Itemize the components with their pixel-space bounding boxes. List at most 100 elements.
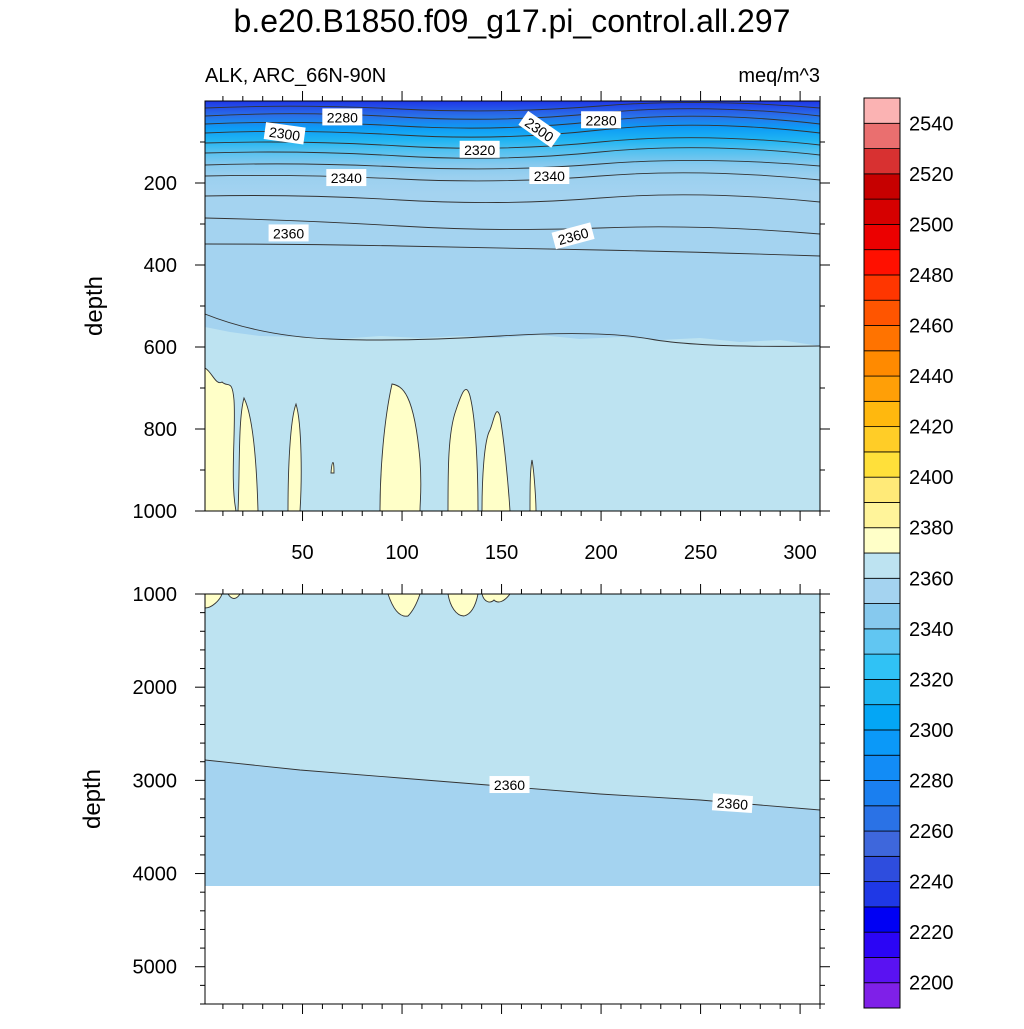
top-contour-label-text: 2320	[464, 142, 495, 158]
top-ylabel: depth	[81, 276, 108, 336]
bottom-contour-label-text: 2360	[494, 777, 525, 793]
top-xtick-label: 250	[684, 542, 717, 564]
bottom-ytick-label: 2000	[133, 677, 178, 699]
colorbar-swatch	[863, 754, 901, 781]
colorbar-swatch	[863, 653, 901, 680]
colorbar-label: 2340	[909, 619, 954, 641]
top-contour-label: 2340	[326, 169, 367, 187]
bottom-yellow-regions	[205, 594, 511, 617]
colorbar-swatch	[863, 451, 901, 478]
colorbar-label: 2440	[909, 366, 954, 388]
top-contour-label-box	[459, 140, 500, 158]
top-contour-label: 2360	[268, 224, 309, 242]
bottom-contour-label-text: 2360	[716, 795, 748, 813]
colorbar-swatch	[863, 552, 901, 579]
colorbar-swatch	[863, 982, 901, 1009]
colorbar-frame	[863, 97, 901, 1009]
top-ytick-label: 400	[144, 255, 177, 277]
colorbar-swatch	[863, 603, 901, 630]
bottom-contour-label: 2360	[711, 793, 754, 814]
bottom-ytick-label: 4000	[133, 864, 178, 886]
colorbar-swatch	[863, 729, 901, 756]
top-ytick-label: 1000	[133, 501, 178, 523]
colorbar-label: 2500	[909, 214, 954, 236]
colorbar-label: 2480	[909, 265, 954, 287]
bottom-ytick-label: 5000	[133, 957, 178, 979]
colorbar-swatch	[863, 148, 901, 175]
top-contour-label-text: 2360	[273, 225, 304, 241]
colorbar-swatch	[863, 502, 901, 529]
top-yellow-regions	[205, 367, 537, 511]
top-contour-label-box	[551, 222, 595, 250]
colorbar-swatch	[863, 881, 901, 908]
top-contour-label: 2340	[529, 167, 570, 185]
colorbar-label: 2220	[909, 922, 954, 944]
top-contour-label-box	[326, 169, 367, 187]
top-ytick-label: 800	[144, 419, 177, 441]
colorbar-swatch	[863, 426, 901, 453]
top-ytick-label: 200	[144, 173, 177, 195]
top-contour-label-box	[581, 111, 622, 129]
bottom-ticks: 1000 2000 3000 4000 5000	[133, 584, 830, 1014]
top-contour-label-text: 2280	[327, 109, 358, 125]
colorbar-label: 2360	[909, 568, 954, 590]
bottom-contour-label-box	[711, 793, 754, 814]
colorbar-swatch	[863, 906, 901, 933]
colorbar-swatch	[863, 780, 901, 807]
colorbar-label: 2200	[909, 973, 954, 995]
colorbar-swatch	[863, 299, 901, 326]
colorbar-swatch	[863, 704, 901, 731]
colorbar-swatch	[863, 830, 901, 857]
colorbar-label: 2540	[909, 113, 954, 135]
bottom-ylabel: depth	[79, 769, 106, 829]
colorbar: 2200 2220 2240 2260 2280 2300 2320 2340 2360 2380…	[863, 97, 954, 1009]
top-contour-label-text: 2300	[268, 124, 301, 144]
colorbar-label: 2280	[909, 771, 954, 793]
top-contour-label-box	[518, 110, 561, 148]
colorbar-swatch	[863, 274, 901, 301]
top-xtick-label: 200	[584, 542, 617, 564]
colorbar-swatch	[863, 805, 901, 832]
top-contour-label: 2280	[322, 108, 363, 126]
top-contour-label: 2360	[551, 222, 595, 250]
top-upper-gradient-field	[205, 101, 820, 346]
top-ticks: 200 400 600 800 1000 50 100 150 200 250 300	[133, 91, 830, 564]
colorbar-swatch	[863, 97, 901, 124]
colorbar-swatch	[863, 628, 901, 655]
colorbar-label: 2400	[909, 467, 954, 489]
bottom-panel	[205, 594, 820, 1004]
top-ytick-label: 600	[144, 337, 177, 359]
top-left-subtitle: ALK, ARC_66N-90N	[205, 65, 386, 87]
colorbar-swatch	[863, 223, 901, 251]
bottom-ytick-label: 1000	[133, 584, 178, 606]
colorbar-label: 2260	[909, 821, 954, 843]
colorbar-swatch	[863, 122, 901, 149]
bottom-contour-label: 2360	[489, 776, 530, 794]
top-contour-label-box	[268, 224, 309, 242]
colorbar-swatch	[863, 400, 901, 428]
colorbar-label: 2380	[909, 518, 954, 540]
colorbar-label: 2420	[909, 417, 954, 439]
colorbar-label: 2520	[909, 164, 954, 186]
colorbar-swatch	[863, 476, 901, 503]
colorbar-swatch	[863, 957, 901, 984]
top-contour-label-text: 2340	[331, 170, 362, 186]
top-contour-label-text: 2360	[556, 224, 590, 248]
colorbar-label: 2460	[909, 316, 954, 338]
top-xtick-label: 300	[783, 542, 816, 564]
top-contour-label-text: 2340	[534, 168, 565, 184]
colorbar-swatch	[863, 577, 901, 604]
top-contour-label: 2280	[581, 111, 622, 129]
top-xtick-label: 100	[385, 542, 418, 564]
colorbar-label: 2320	[909, 669, 954, 691]
colorbar-label: 2240	[909, 872, 954, 894]
top-contour-label: 2320	[459, 140, 500, 158]
top-contour-label: 2300	[263, 122, 306, 145]
bottom-contour-label-box	[489, 776, 530, 794]
top-contour-label-box	[322, 108, 363, 126]
top-contour-label-box	[529, 167, 570, 185]
top-xtick-label: 150	[485, 542, 518, 564]
top-right-subtitle: meq/m^3	[738, 65, 820, 87]
bottom-deeper-band	[205, 760, 820, 886]
